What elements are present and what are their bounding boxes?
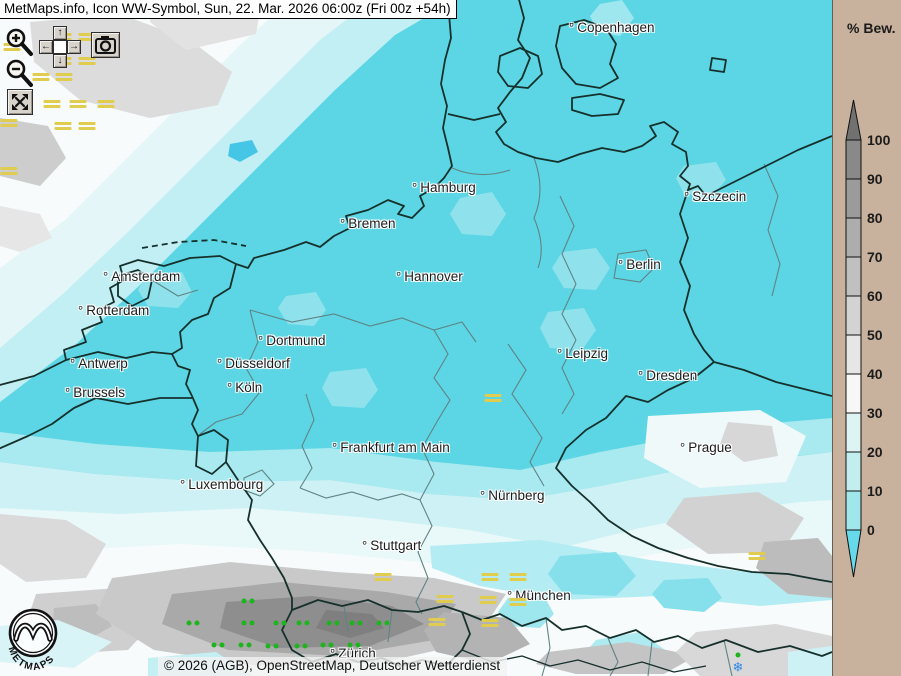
page-title: MetMaps.info, Icon WW-Symbol, Sun, 22. M… [4,1,451,16]
pan-control: ↑ ← → ↓ [39,26,81,68]
pan-center [53,40,67,54]
legend-segment [846,140,861,179]
pan-left-button[interactable]: ← [39,40,53,54]
legend-tick-label: 80 [867,210,883,226]
legend-tick-label: 30 [867,405,883,421]
legend-tick-label: 70 [867,249,883,265]
legend-tick-label: 60 [867,288,883,304]
weather-map-canvas [0,0,832,676]
pan-right-button[interactable]: → [67,40,81,54]
arrow-up-icon: ↑ [58,28,63,38]
arrow-down-icon: ↓ [58,56,63,66]
legend-tick-label: 0 [867,522,875,538]
pan-down-button[interactable]: ↓ [53,54,67,68]
legend-tick-label: 40 [867,366,883,382]
legend-segment [846,257,861,296]
legend-segment [846,218,861,257]
legend-arrow-top [846,100,861,140]
legend-segment [846,296,861,335]
zoom-in-button[interactable] [5,27,35,57]
legend-segment [846,452,861,491]
legend-tick-label: 10 [867,483,883,499]
snapshot-button[interactable] [91,32,120,58]
legend-tick-label: 100 [867,132,891,148]
map-area[interactable]: °Copenhagen°Hamburg°Szczecin°Bremen°Berl… [0,0,832,676]
expand-icon [11,93,29,111]
map-title-bar: MetMaps.info, Icon WW-Symbol, Sun, 22. M… [0,0,457,19]
fullscreen-button[interactable] [7,89,33,115]
zoom-out-button[interactable] [5,58,35,88]
camera-icon [95,36,116,54]
legend-tick-label: 90 [867,171,883,187]
attribution-text: © 2026 (AGB), OpenStreetMap, Deutscher W… [164,658,500,673]
attribution-bar: © 2026 (AGB), OpenStreetMap, Deutscher W… [158,657,507,676]
magnifier-plus-icon [8,30,31,54]
legend-segment [846,335,861,374]
legend-segment [846,413,861,452]
metmaps-app: °Copenhagen°Hamburg°Szczecin°Bremen°Berl… [0,0,901,676]
arrow-right-icon: → [69,42,79,52]
magnifier-minus-icon [8,61,31,85]
legend-segment [846,179,861,218]
pan-up-button[interactable]: ↑ [53,26,67,40]
cloud-cover-legend: % Bew. 1009080706050403020100 [832,0,901,676]
legend-color-bar: 1009080706050403020100 [833,0,901,676]
arrow-left-icon: ← [41,42,51,52]
legend-tick-label: 20 [867,444,883,460]
legend-tick-label: 50 [867,327,883,343]
legend-segment [846,491,861,530]
legend-arrow-bottom [846,530,861,577]
legend-segment [846,374,861,413]
